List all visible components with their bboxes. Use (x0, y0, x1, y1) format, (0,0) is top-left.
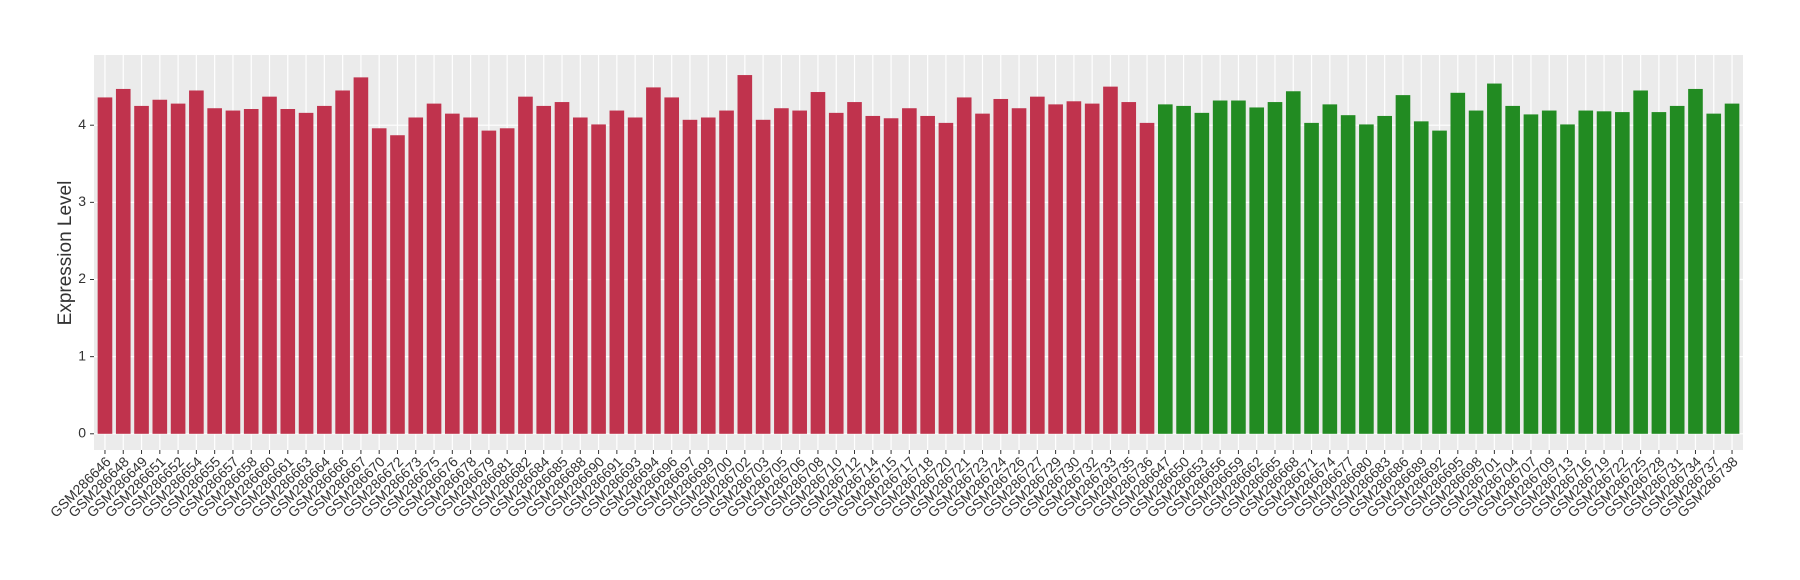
bar (828, 112, 844, 434)
bar (792, 110, 807, 434)
y-tick-label: 3 (78, 193, 86, 209)
bar (1267, 102, 1283, 434)
bar (445, 113, 460, 434)
bar (1066, 101, 1082, 434)
bar (317, 105, 332, 434)
bar (298, 112, 314, 434)
bar (1011, 108, 1027, 434)
bar (1157, 104, 1173, 434)
bar (1633, 90, 1648, 434)
bar (719, 110, 734, 434)
bar (902, 108, 917, 434)
bar (865, 115, 881, 434)
bar (1322, 104, 1338, 434)
bar (956, 97, 972, 434)
bar (1285, 91, 1301, 434)
bar (627, 117, 643, 434)
bar (572, 117, 588, 434)
bar (481, 130, 497, 434)
y-tick-label: 4 (78, 116, 86, 132)
bar (518, 96, 533, 434)
bar (920, 115, 935, 434)
bar (1359, 124, 1374, 434)
bar (1578, 110, 1594, 434)
bar (463, 117, 478, 434)
bar (554, 102, 570, 434)
bar (371, 128, 387, 434)
bar (1048, 104, 1063, 434)
bar (774, 108, 789, 434)
bar (1487, 83, 1502, 434)
bar (262, 96, 277, 434)
bar (115, 88, 131, 434)
bar (335, 90, 350, 434)
bar (646, 87, 661, 434)
bar (1340, 115, 1356, 434)
bar (993, 98, 1009, 434)
bar (1030, 96, 1045, 434)
bar (426, 103, 442, 434)
bar (390, 135, 405, 434)
bar (1139, 122, 1155, 434)
bar (1523, 114, 1539, 434)
bar (225, 110, 241, 434)
bar (737, 75, 753, 434)
bar (1304, 122, 1319, 434)
y-tick-label: 1 (78, 347, 86, 363)
bar (1706, 113, 1722, 434)
bar (207, 108, 222, 434)
bar (1212, 100, 1228, 434)
bar (1688, 88, 1703, 434)
bar (810, 92, 826, 434)
bar (591, 124, 606, 434)
bar (1724, 103, 1740, 434)
bar (1596, 111, 1612, 434)
bar (938, 122, 954, 434)
bar (1669, 105, 1685, 434)
bar (408, 117, 424, 434)
bar (847, 102, 862, 434)
bar (1231, 100, 1246, 434)
y-tick-label: 0 (78, 425, 86, 441)
bar (1432, 130, 1447, 434)
bar (1194, 112, 1210, 434)
bar (97, 97, 113, 434)
bar (1395, 95, 1411, 434)
bar (1121, 102, 1137, 434)
bar (1450, 92, 1466, 434)
bar (664, 97, 680, 434)
bar (700, 117, 716, 434)
bar (609, 110, 625, 434)
bar (189, 90, 204, 434)
panel (94, 55, 1743, 450)
bar (1615, 112, 1630, 434)
bar (1541, 110, 1557, 434)
bar (682, 119, 698, 434)
y-axis-title: Expression Level (55, 181, 76, 326)
bar (1249, 107, 1265, 434)
bar (170, 103, 186, 434)
bar (243, 109, 259, 434)
bar (1103, 86, 1118, 434)
bar (883, 118, 899, 434)
bar (353, 77, 369, 434)
bar (499, 128, 515, 434)
bar (1505, 105, 1520, 434)
bar (1176, 105, 1191, 434)
bar (1468, 110, 1484, 434)
bar (152, 99, 168, 434)
bar (975, 113, 990, 434)
bar (1084, 103, 1100, 434)
bar (536, 105, 552, 434)
bar (1651, 112, 1667, 434)
bar (1560, 124, 1575, 434)
bar (755, 119, 771, 434)
bar (1413, 121, 1429, 434)
bar (134, 105, 149, 434)
y-tick-label: 2 (78, 270, 86, 286)
bar (280, 109, 296, 434)
bar (1377, 115, 1392, 434)
